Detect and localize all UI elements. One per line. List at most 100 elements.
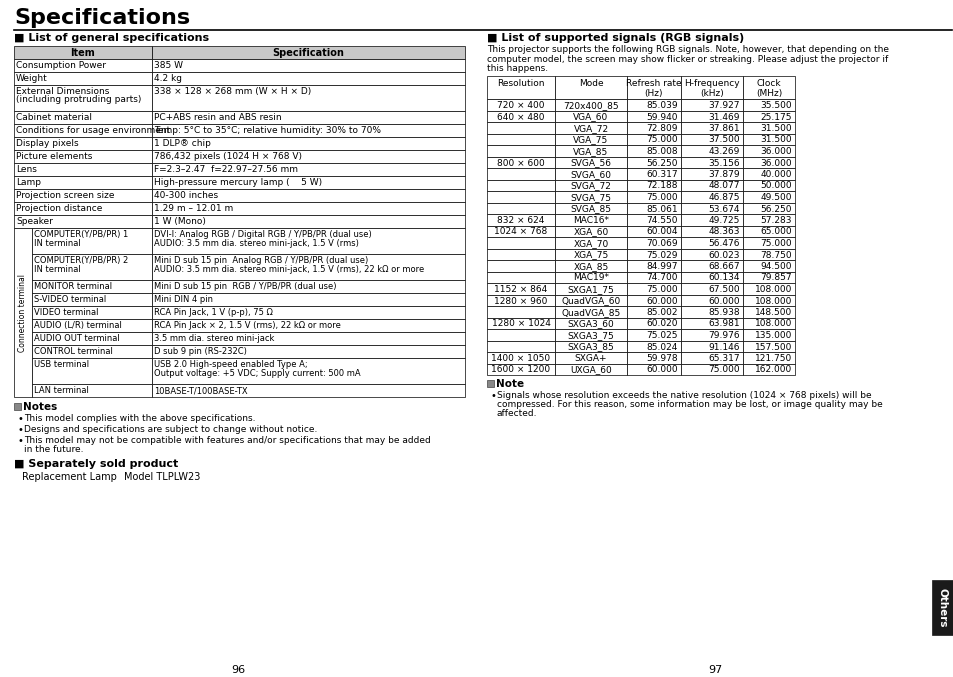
Text: 60.134: 60.134 [708, 274, 740, 282]
Bar [680, 283, 742, 294]
Text: •: • [18, 414, 24, 424]
Bar [742, 352, 794, 364]
Bar [680, 318, 742, 329]
Bar [680, 306, 742, 318]
Bar [680, 202, 742, 214]
Text: 40-300 inches: 40-300 inches [153, 191, 218, 200]
Text: S-VIDEO terminal: S-VIDEO terminal [34, 295, 106, 304]
Text: MAC16*: MAC16* [573, 216, 608, 225]
Text: Temp: 5°C to 35°C; relative humidity: 30% to 70%: Temp: 5°C to 35°C; relative humidity: 30… [153, 126, 380, 135]
Bar [626, 145, 680, 156]
Bar [486, 191, 555, 202]
Text: 37.500: 37.500 [708, 135, 740, 144]
Bar [152, 293, 464, 306]
Text: AUDIO (L/R) terminal: AUDIO (L/R) terminal [34, 321, 122, 330]
Bar [680, 294, 742, 306]
Text: 37.879: 37.879 [708, 170, 740, 179]
Bar [626, 156, 680, 168]
Bar [626, 214, 680, 225]
Bar [14, 137, 152, 150]
Bar [14, 403, 21, 410]
Bar [152, 72, 464, 85]
Text: SVGA_85: SVGA_85 [570, 204, 611, 213]
Text: QuadVGA_85: QuadVGA_85 [560, 308, 620, 317]
Text: 60.020: 60.020 [646, 320, 678, 328]
Text: This model complies with the above specifications.: This model complies with the above speci… [24, 414, 255, 423]
Text: Mini DIN 4 pin: Mini DIN 4 pin [153, 295, 213, 304]
Bar [680, 179, 742, 191]
Text: High-pressure mercury lamp (    5 W): High-pressure mercury lamp ( 5 W) [153, 178, 322, 187]
Bar [555, 294, 626, 306]
Text: 4.2 kg: 4.2 kg [153, 74, 182, 83]
Text: Connection terminal: Connection terminal [18, 274, 28, 351]
Bar [486, 76, 555, 99]
Bar [32, 319, 152, 332]
Text: 1600 × 1200: 1600 × 1200 [491, 366, 550, 374]
Text: Refresh rate: Refresh rate [625, 79, 681, 88]
Bar [14, 228, 32, 397]
Text: 108.000: 108.000 [754, 320, 791, 328]
Text: 65.000: 65.000 [760, 227, 791, 236]
Text: (MHz): (MHz) [755, 89, 781, 98]
Text: Output voltage: +5 VDC; Supply current: 500 mA: Output voltage: +5 VDC; Supply current: … [153, 368, 360, 378]
Bar [152, 189, 464, 202]
Text: 786,432 pixels (1024 H × 768 V): 786,432 pixels (1024 H × 768 V) [153, 152, 302, 161]
Text: (including protruding parts): (including protruding parts) [16, 95, 141, 104]
Bar [680, 76, 742, 99]
Bar [14, 46, 152, 59]
Bar [680, 329, 742, 341]
Bar [626, 260, 680, 271]
Bar [742, 306, 794, 318]
Bar [555, 225, 626, 237]
Text: 59.978: 59.978 [646, 354, 678, 363]
Text: 800 × 600: 800 × 600 [497, 158, 544, 167]
Text: Cabinet material: Cabinet material [16, 113, 91, 122]
Text: 78.750: 78.750 [760, 250, 791, 259]
Text: QuadVGA_60: QuadVGA_60 [560, 297, 620, 305]
Text: 75.000: 75.000 [646, 135, 678, 144]
Text: Speaker: Speaker [16, 217, 52, 226]
Bar [555, 237, 626, 248]
Text: SXGA3_75: SXGA3_75 [567, 331, 614, 340]
Text: XGA_85: XGA_85 [573, 262, 608, 271]
Bar [555, 341, 626, 352]
Text: VGA_75: VGA_75 [573, 135, 608, 144]
Bar [152, 215, 464, 228]
Bar [152, 150, 464, 163]
Bar [742, 179, 794, 191]
Bar [14, 124, 152, 137]
Text: Resolution: Resolution [497, 79, 544, 88]
Bar [742, 76, 794, 99]
Bar [32, 306, 152, 319]
Text: SVGA_72: SVGA_72 [570, 181, 611, 190]
Bar [742, 168, 794, 179]
Bar [14, 111, 152, 124]
Text: Display pixels: Display pixels [16, 139, 78, 148]
Text: USB terminal: USB terminal [34, 360, 89, 369]
Bar [742, 271, 794, 283]
Bar [742, 248, 794, 260]
Text: Projection distance: Projection distance [16, 204, 102, 213]
Text: SVGA_56: SVGA_56 [570, 158, 611, 167]
Bar [152, 46, 464, 59]
Bar [626, 133, 680, 145]
Text: SVGA_60: SVGA_60 [570, 170, 611, 179]
Bar [32, 332, 152, 345]
Bar [14, 215, 152, 228]
Bar [32, 345, 152, 358]
Text: 46.875: 46.875 [708, 193, 740, 202]
Text: Clock: Clock [756, 79, 781, 88]
Bar [680, 191, 742, 202]
Bar [626, 352, 680, 364]
Bar [680, 214, 742, 225]
Bar [32, 358, 152, 384]
Text: Replacement Lamp: Replacement Lamp [22, 472, 117, 482]
Text: 1 DLP® chip: 1 DLP® chip [153, 139, 211, 148]
Bar [555, 191, 626, 202]
Text: 1 W (Mono): 1 W (Mono) [153, 217, 206, 226]
Bar [742, 156, 794, 168]
Bar [742, 122, 794, 133]
Bar [626, 237, 680, 248]
Bar [152, 358, 464, 384]
Text: DVI-I: Analog RGB / Digital RGB / Y/PB/PR (dual use): DVI-I: Analog RGB / Digital RGB / Y/PB/P… [153, 230, 372, 239]
